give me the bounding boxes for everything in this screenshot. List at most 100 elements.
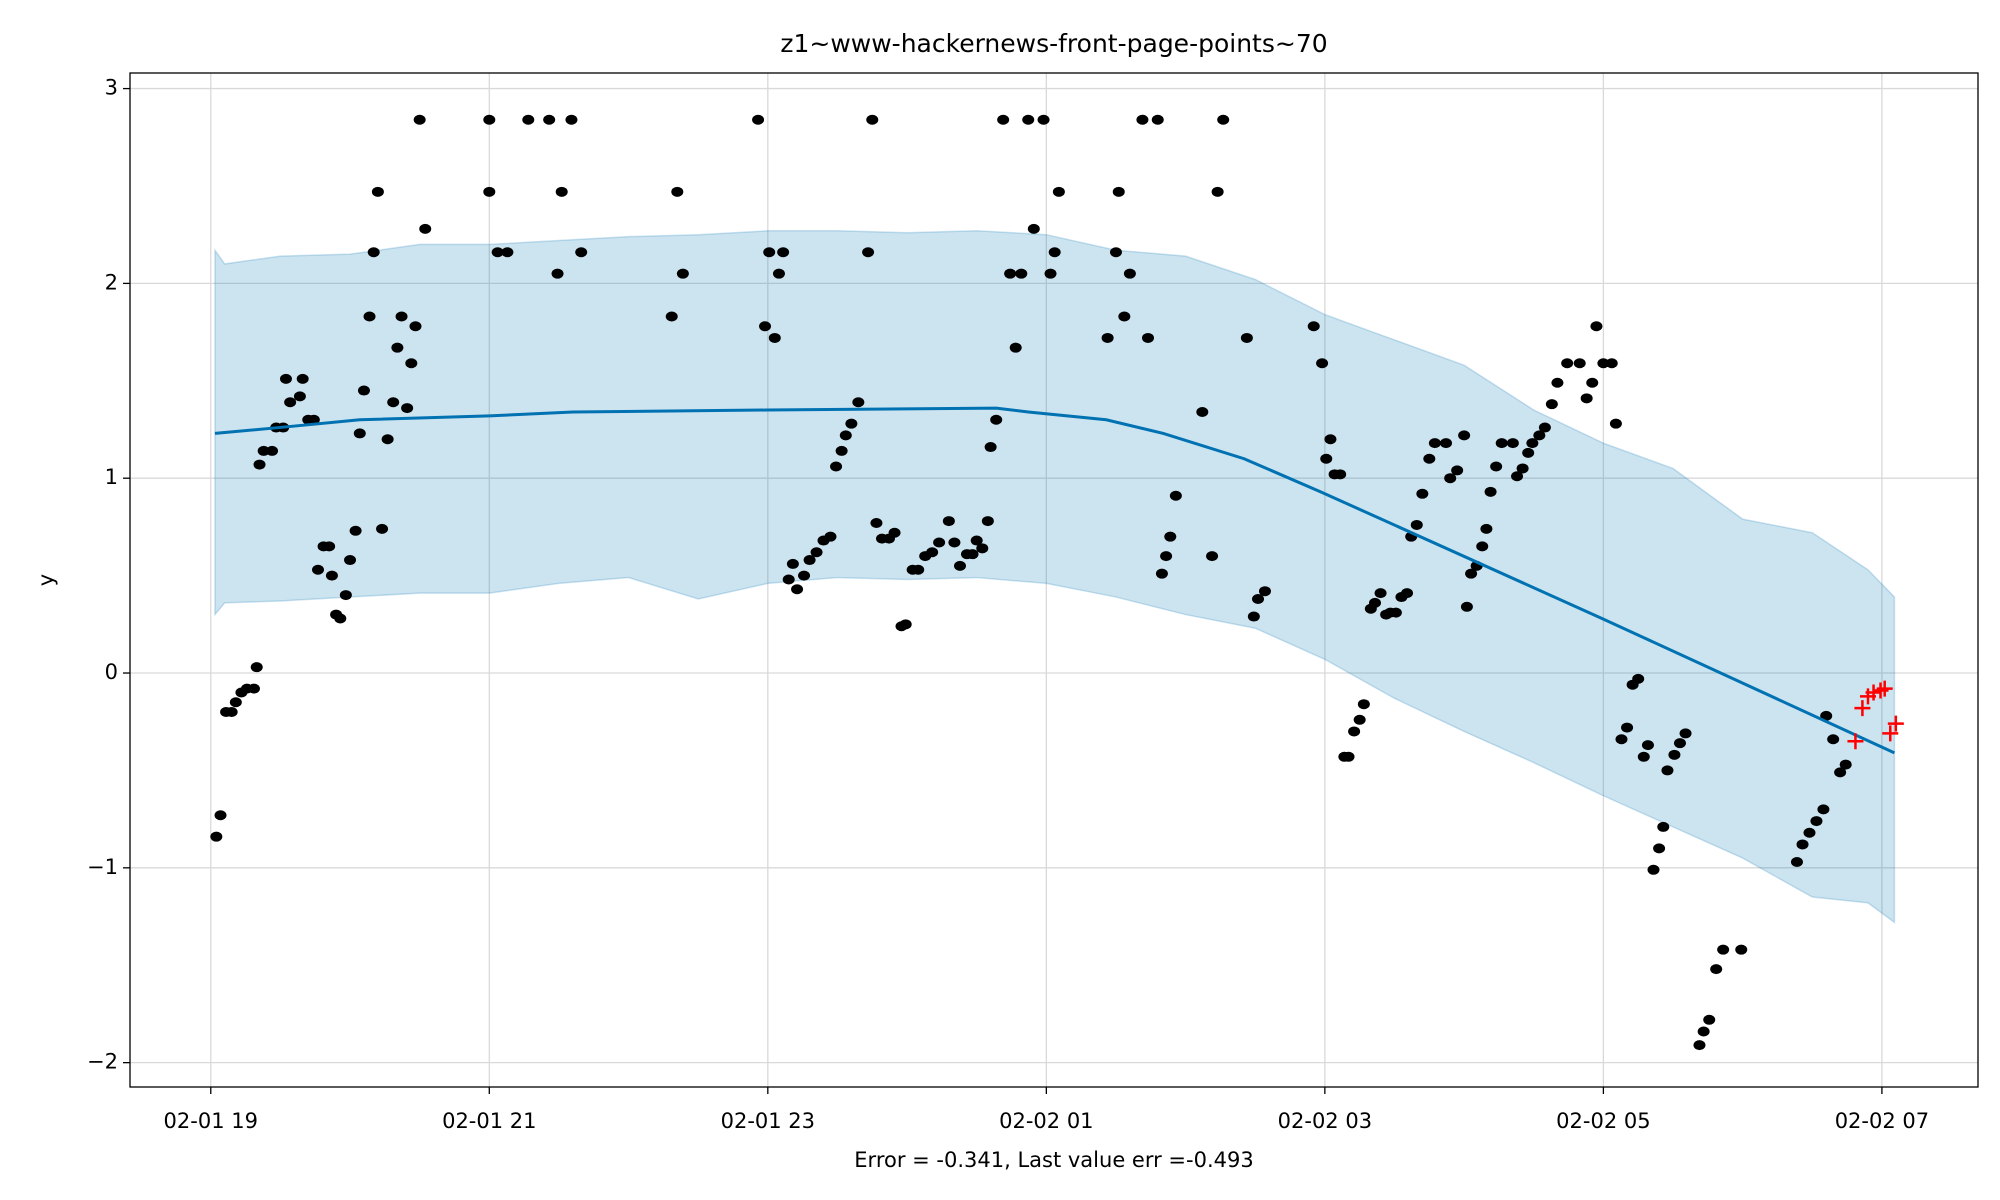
observed-point xyxy=(1465,568,1478,579)
observed-point xyxy=(1211,186,1224,197)
observed-point xyxy=(1516,463,1529,474)
observed-point xyxy=(953,560,966,571)
observed-point xyxy=(1151,114,1164,125)
observed-point xyxy=(990,414,1003,425)
observed-point xyxy=(1374,588,1387,599)
observed-point xyxy=(381,434,394,445)
observed-point xyxy=(1428,438,1441,449)
observed-point xyxy=(376,523,389,534)
observed-point xyxy=(284,397,297,408)
observed-point xyxy=(768,332,781,343)
observed-point xyxy=(1316,358,1329,369)
observed-point xyxy=(1164,531,1177,542)
observed-point xyxy=(1196,406,1209,417)
observed-point xyxy=(1169,490,1182,501)
observed-point xyxy=(1206,551,1219,562)
observed-point xyxy=(866,114,879,125)
observed-point xyxy=(307,414,320,425)
observed-point xyxy=(997,114,1010,125)
observed-point xyxy=(419,223,432,234)
observed-point xyxy=(763,247,776,258)
observed-point xyxy=(391,342,404,353)
observed-point xyxy=(1324,434,1337,445)
observed-point xyxy=(401,403,414,414)
observed-point xyxy=(1027,223,1040,234)
observed-point xyxy=(835,445,848,456)
observed-point xyxy=(1703,1014,1716,1025)
observed-point xyxy=(1009,342,1022,353)
x-tick-label: 02-01 21 xyxy=(442,1109,536,1133)
observed-point xyxy=(1401,588,1414,599)
observed-point xyxy=(483,114,496,125)
observed-point xyxy=(791,584,804,595)
observed-point xyxy=(1217,114,1230,125)
observed-point xyxy=(1052,186,1065,197)
observed-point xyxy=(1673,738,1686,749)
observed-point xyxy=(387,397,400,408)
observed-point xyxy=(363,311,376,322)
observed-point xyxy=(1810,816,1823,827)
observed-point xyxy=(1022,114,1035,125)
observed-point xyxy=(1451,465,1464,476)
observed-point xyxy=(257,445,270,456)
observed-point xyxy=(1511,471,1524,482)
observed-point xyxy=(870,518,883,529)
x-tick-label: 02-01 19 xyxy=(164,1109,258,1133)
observed-point xyxy=(1490,461,1503,472)
observed-point xyxy=(1044,268,1057,279)
observed-point xyxy=(367,247,380,258)
observed-point xyxy=(1389,607,1402,618)
observed-point xyxy=(1533,430,1546,441)
observed-point xyxy=(344,555,357,566)
observed-point xyxy=(1621,722,1634,733)
chart-title: z1~www-hackernews-front-page-points~70 xyxy=(780,29,1327,58)
x-axis-label: Error = -0.341, Last value err =-0.493 xyxy=(854,1148,1253,1172)
observed-point xyxy=(210,831,223,842)
observed-point xyxy=(225,706,238,717)
observed-point xyxy=(543,114,556,125)
observed-point xyxy=(1416,488,1429,499)
observed-point xyxy=(1820,710,1833,721)
observed-point xyxy=(1597,358,1610,369)
y-tick-label: −2 xyxy=(87,1050,118,1074)
observed-point xyxy=(491,247,504,258)
observed-point xyxy=(1423,453,1436,464)
observed-point xyxy=(1717,944,1730,955)
error-marker xyxy=(1882,725,1899,742)
observed-point xyxy=(1609,418,1622,429)
y-tick-label: 0 xyxy=(105,660,118,684)
observed-point xyxy=(1368,597,1381,608)
observed-point xyxy=(1834,767,1847,778)
observed-point xyxy=(1004,268,1017,279)
observed-point xyxy=(665,311,678,322)
observed-point xyxy=(522,114,535,125)
observed-point xyxy=(353,428,366,439)
observed-point xyxy=(1247,611,1260,622)
observed-point xyxy=(1410,519,1423,530)
observed-point xyxy=(253,459,266,470)
observed-point xyxy=(782,574,795,585)
x-tick-label: 02-01 23 xyxy=(721,1109,815,1133)
observed-point xyxy=(1460,601,1473,612)
observed-point xyxy=(966,549,979,560)
plot-frame xyxy=(129,72,1979,1088)
observed-point xyxy=(565,114,578,125)
observed-point xyxy=(413,114,426,125)
observed-point xyxy=(1048,247,1061,258)
observed-point xyxy=(1258,586,1271,597)
observed-point xyxy=(1803,827,1816,838)
observed-point xyxy=(1155,568,1168,579)
observed-point xyxy=(1353,714,1366,725)
observed-point xyxy=(296,373,309,384)
observed-point xyxy=(575,247,588,258)
observed-point xyxy=(1357,699,1370,710)
observed-point xyxy=(1495,438,1508,449)
observed-point xyxy=(759,321,772,332)
observed-point xyxy=(1561,358,1574,369)
observed-point xyxy=(1101,332,1114,343)
observed-point xyxy=(1480,523,1493,534)
y-tick-label: 1 xyxy=(105,465,118,489)
observed-point xyxy=(1440,438,1453,449)
observed-point xyxy=(824,531,837,542)
observed-point xyxy=(1573,358,1586,369)
